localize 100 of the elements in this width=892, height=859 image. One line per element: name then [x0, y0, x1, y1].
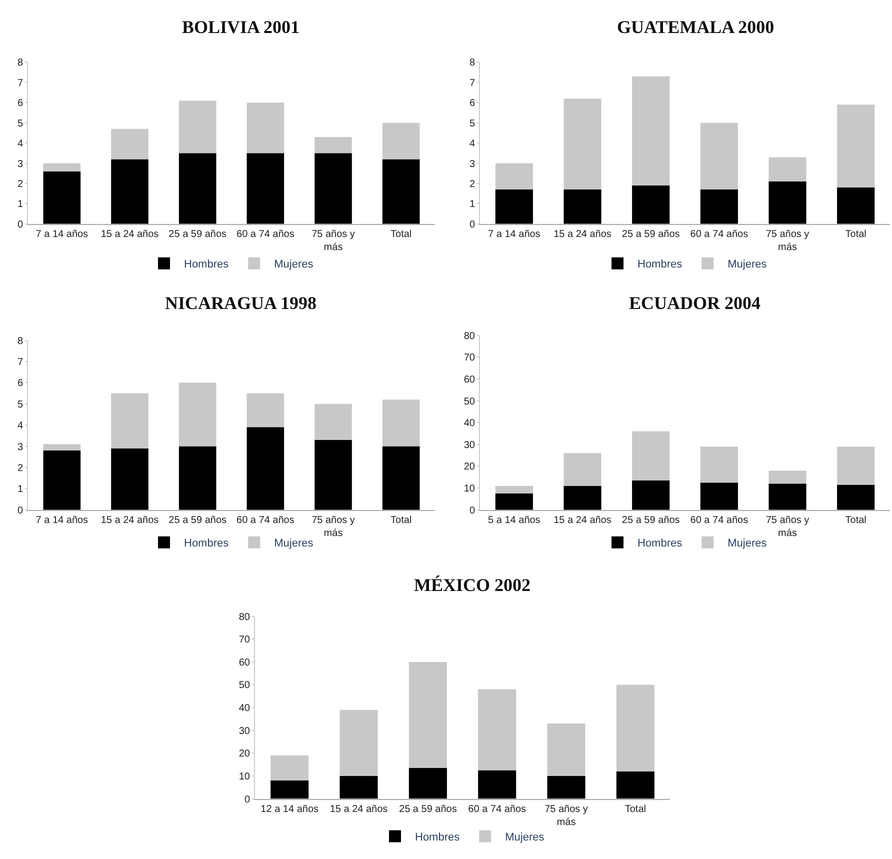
y-tick-label: 0 [17, 219, 24, 230]
bar [700, 122, 738, 190]
bar [270, 755, 309, 781]
x-tick-label: 15 a 24 años [330, 804, 388, 815]
bar [700, 190, 738, 224]
chart-title: MÉXICO 2002 [414, 575, 530, 595]
x-tick-label: 7 a 14 años [36, 514, 88, 526]
x-tick-label: 15 a 24 años [100, 514, 159, 526]
bar [270, 780, 309, 799]
bar [246, 153, 284, 224]
bar [246, 102, 284, 154]
x-tick-label: 75 años y más [766, 514, 810, 539]
x-tick-label: 25 a 59 años [399, 804, 457, 815]
y-tick-label: 50 [464, 396, 476, 408]
bar [382, 446, 420, 510]
y-tick-label: 2 [469, 178, 476, 190]
bar [616, 684, 654, 772]
bar [632, 185, 670, 224]
y-tick-label: 0 [469, 219, 476, 230]
bar [768, 157, 806, 182]
bar [340, 710, 378, 776]
bar [382, 159, 420, 224]
bar [314, 404, 352, 440]
bar [616, 771, 654, 799]
legend-label: Hombres [184, 258, 230, 271]
bar [837, 188, 875, 224]
x-tick-label: 15 a 24 años [554, 228, 612, 240]
bar [314, 440, 352, 510]
bar [700, 482, 738, 510]
bar [314, 136, 352, 154]
bar [246, 393, 284, 428]
bar [178, 100, 216, 154]
y-tick-label: 70 [464, 352, 476, 364]
x-tick-label: 15 a 24 años [100, 228, 159, 240]
x-tick-label: Total [845, 514, 866, 526]
y-tick-label: 8 [469, 58, 476, 69]
y-tick-label: 40 [464, 418, 476, 430]
bar [632, 76, 670, 186]
y-tick-label: 20 [464, 462, 476, 473]
y-tick-label: 8 [17, 336, 24, 347]
bar [246, 427, 284, 510]
x-tick-label: 75 años y más [766, 228, 810, 253]
y-tick-label: 3 [17, 442, 24, 453]
x-tick-label: 60 a 74 años [236, 514, 294, 526]
x-tick-label: 12 a 14 años [260, 804, 318, 815]
y-tick-label: 30 [464, 440, 476, 451]
bar [768, 181, 806, 224]
y-tick-label: 10 [464, 484, 476, 495]
y-tick-label: 7 [17, 78, 24, 89]
legend-label: Mujeres [728, 538, 768, 550]
y-tick-label: 30 [238, 726, 250, 737]
y-tick-label: 6 [17, 98, 24, 110]
bar [178, 153, 216, 224]
bar [111, 393, 148, 448]
x-tick-label: Total [845, 228, 866, 240]
y-tick-label: 5 [17, 399, 24, 410]
y-tick-label: 1 [17, 484, 24, 496]
y-tick-label: 0 [17, 505, 24, 516]
bar [43, 171, 81, 224]
y-tick-label: 2 [17, 178, 24, 190]
y-tick-label: 6 [17, 378, 24, 390]
bar [632, 431, 670, 480]
chart-title: ECUADOR 2004 [629, 293, 761, 313]
x-tick-label: 75 años y más [312, 228, 355, 253]
bar [564, 190, 602, 224]
y-tick-label: 0 [244, 794, 250, 806]
y-tick-label: 1 [17, 199, 24, 210]
y-tick-label: 70 [238, 634, 250, 646]
y-tick-label: 0 [469, 505, 476, 516]
legend-label: Mujeres [274, 538, 314, 550]
bar [837, 446, 875, 485]
chart-title: NICARAGUA 1998 [165, 293, 317, 313]
x-tick-label: 60 a 74 años [690, 228, 748, 240]
x-tick-label: 15 a 24 años [554, 514, 612, 526]
bar [478, 689, 516, 770]
legend-label: Hombres [638, 538, 683, 550]
bar [478, 770, 516, 799]
bar [43, 450, 81, 510]
bar [111, 128, 148, 160]
bar [564, 453, 602, 486]
bar [111, 159, 148, 224]
y-tick-label: 2 [17, 462, 24, 474]
bar [382, 122, 420, 160]
y-tick-label: 1 [469, 199, 476, 210]
bar [178, 382, 216, 446]
legend-label: Mujeres [274, 258, 314, 271]
bar [495, 486, 533, 494]
bar [408, 662, 447, 768]
y-tick-label: 60 [464, 374, 476, 386]
y-tick-label: 7 [17, 356, 24, 368]
bar [111, 448, 148, 510]
chart-title: BOLIVIA 2001 [182, 17, 300, 37]
x-tick-label: 5 a 14 años [488, 514, 540, 526]
bar [768, 470, 806, 484]
y-tick-label: 80 [464, 330, 476, 342]
y-tick-label: 7 [469, 78, 476, 89]
x-tick-label: 60 a 74 años [690, 514, 748, 526]
bar [564, 486, 602, 510]
y-tick-label: 3 [469, 158, 476, 170]
y-tick-label: 3 [17, 158, 24, 170]
